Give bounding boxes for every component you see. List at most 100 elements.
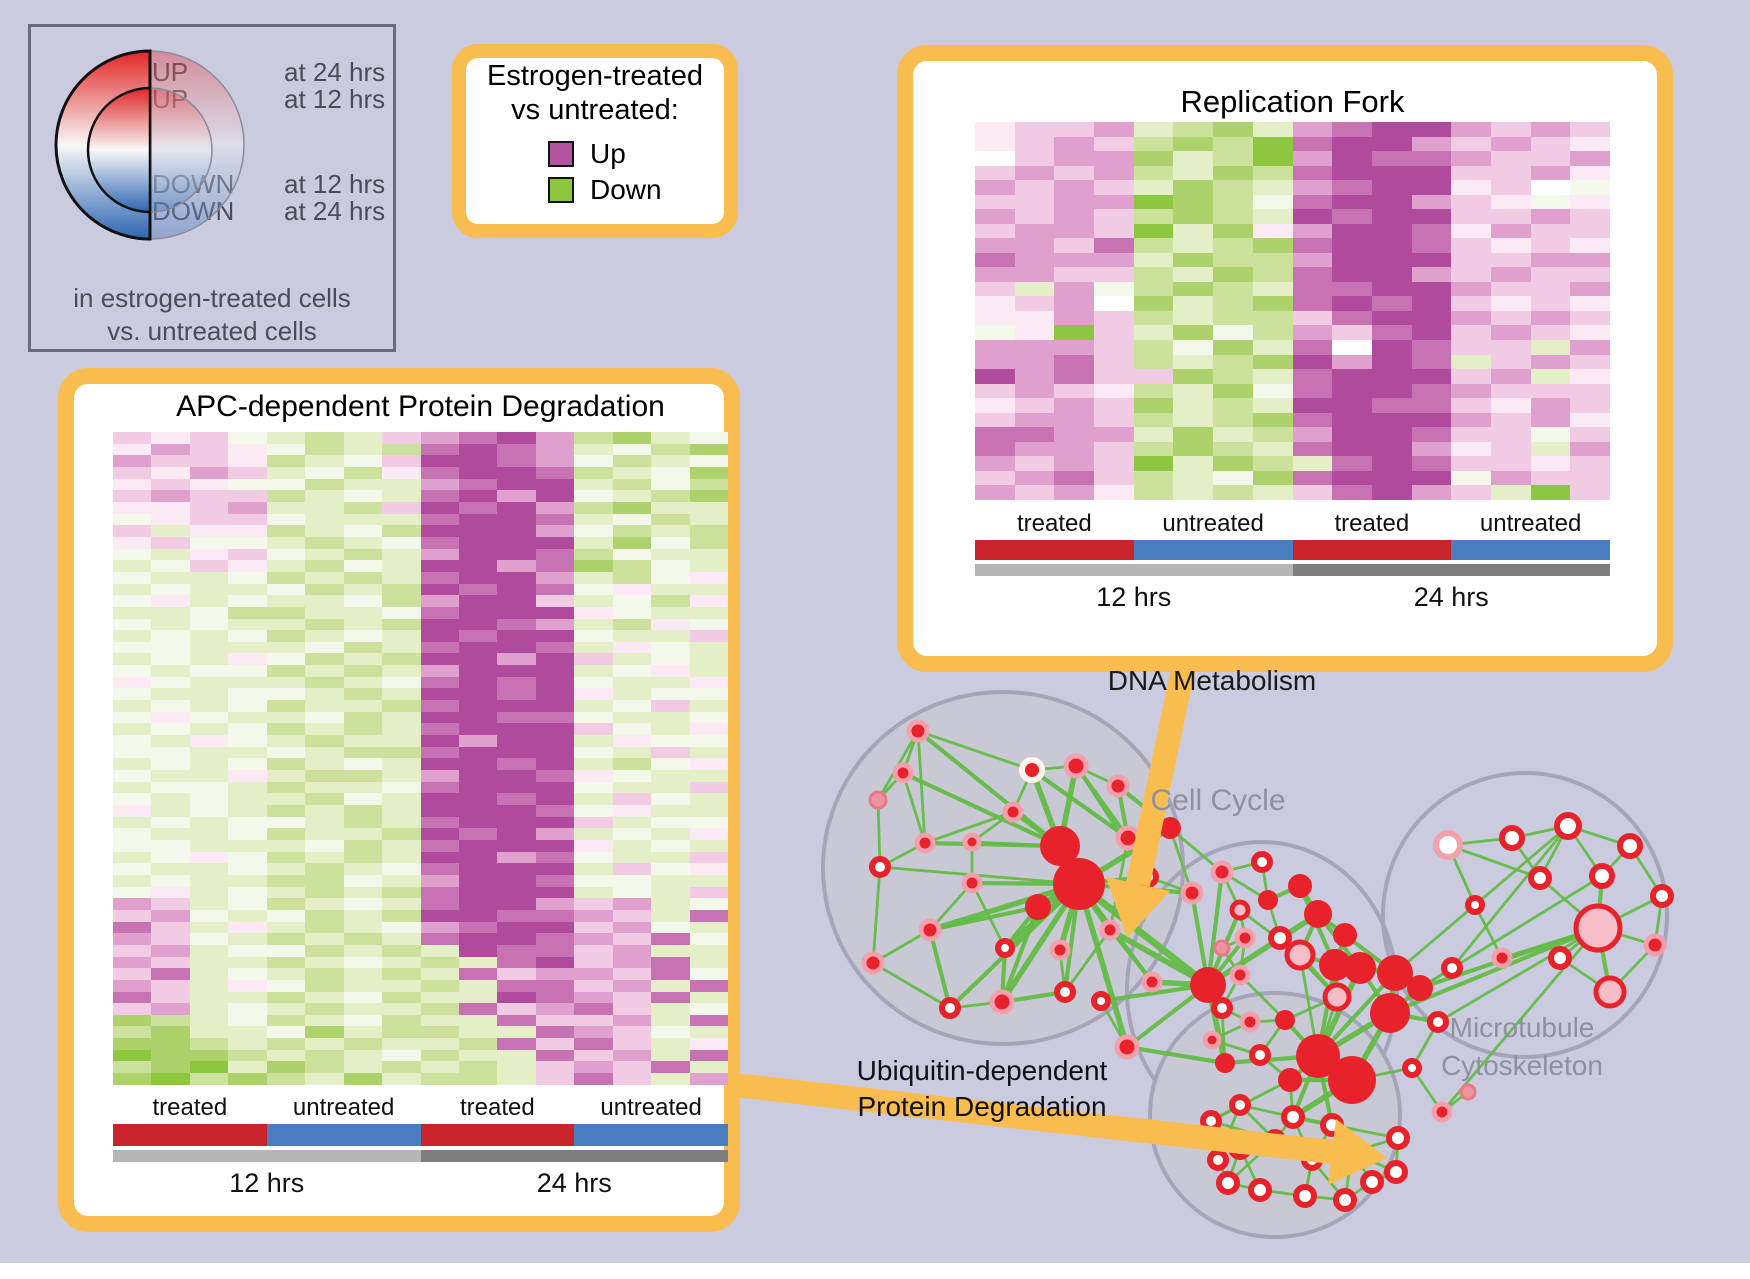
- heatmap-row: [975, 310, 1610, 326]
- heatmap-cell: [1292, 122, 1333, 137]
- heatmap-cell: [113, 758, 152, 771]
- heatmap-row: [113, 758, 728, 771]
- heatmap-cell: [535, 700, 575, 712]
- heatmap-cell: [497, 571, 536, 584]
- heatmap-cell: [1054, 194, 1095, 210]
- heatmap-cell: [458, 525, 498, 537]
- heatmap-cell: [1451, 296, 1491, 311]
- heatmap-row: [113, 1003, 728, 1015]
- heatmap-cell: [1213, 122, 1253, 137]
- time-label: 24 hrs: [1413, 582, 1489, 612]
- heatmap-cell: [1570, 238, 1610, 253]
- apc-group-labels: treated untreated treated untreated: [113, 1094, 728, 1122]
- up-color-swatch: [548, 141, 574, 167]
- heatmap-cell: [189, 863, 229, 875]
- heatmap-cell: [1213, 194, 1253, 210]
- heatmap-cell: [458, 490, 498, 502]
- heatmap-cell: [420, 1014, 459, 1027]
- heatmap-cell: [535, 933, 575, 945]
- heatmap-cell: [1252, 281, 1293, 297]
- heatmap-cell: [1054, 441, 1095, 457]
- heatmap-cell: [228, 839, 267, 852]
- heatmap-cell: [497, 525, 536, 537]
- heatmap-cell: [458, 478, 498, 491]
- heatmap-cell: [651, 1026, 690, 1039]
- heatmap-cell: [497, 770, 536, 782]
- heatmap-cell: [1332, 281, 1372, 297]
- heatmap-cell: [189, 630, 229, 642]
- heatmap-cell: [189, 735, 229, 747]
- heatmap-cell: [1570, 165, 1610, 181]
- heatmap-cell: [113, 571, 152, 584]
- heatmap-cell: [574, 1038, 613, 1050]
- heatmap-cell: [1213, 252, 1253, 268]
- updown-item-down: Down: [452, 174, 738, 206]
- heatmap-cell: [689, 863, 728, 875]
- heatmap-cell: [535, 746, 575, 759]
- heatmap-cell: [574, 513, 613, 526]
- heatmap-cell: [1570, 339, 1610, 355]
- heatmap-cell: [689, 781, 728, 794]
- heatmap-cell: [1213, 223, 1253, 239]
- heatmap-cell: [305, 828, 344, 840]
- heatmap-cell: [113, 711, 152, 724]
- heatmap-cell: [458, 735, 498, 747]
- heatmap-cell: [305, 944, 344, 957]
- heatmap-cell: [458, 746, 498, 759]
- heatmap-cell: [612, 991, 652, 1004]
- heatmap-cell: [612, 676, 652, 689]
- heatmap-cell: [612, 466, 652, 479]
- heatmap-cell: [1173, 310, 1214, 326]
- heatmap-cell: [689, 560, 728, 572]
- heatmap-cell: [651, 571, 690, 584]
- heatmap-cell: [1451, 194, 1491, 210]
- heatmap-cell: [1332, 223, 1372, 239]
- heatmap-cell: [343, 1038, 383, 1050]
- heatmap-cell: [189, 1003, 229, 1015]
- heatmap-cell: [535, 1026, 575, 1039]
- heatmap-row: [113, 991, 728, 1004]
- heatmap-cell: [1332, 441, 1372, 457]
- heatmap-cell: [535, 525, 575, 537]
- heatmap-cell: [535, 641, 575, 654]
- heatmap-cell: [1530, 339, 1571, 355]
- heatmap-row: [113, 863, 728, 875]
- heatmap-cell: [1371, 252, 1412, 268]
- heatmap-cell: [228, 641, 267, 654]
- heatmap-cell: [228, 816, 267, 829]
- heatmap-cell: [1173, 325, 1214, 340]
- heatmap-cell: [497, 968, 536, 980]
- heatmap-cell: [113, 746, 152, 759]
- heatmap-cell: [689, 676, 728, 689]
- heatmap-cell: [151, 618, 190, 631]
- heatmap-row: [113, 513, 728, 526]
- heatmap-cell: [651, 1073, 690, 1085]
- heatmap-cell: [1490, 238, 1531, 253]
- heatmap-cell: [151, 968, 190, 980]
- heatmap-cell: [574, 455, 613, 467]
- heatmap-cell: [1054, 165, 1095, 181]
- heatmap-cell: [1371, 354, 1412, 370]
- heatmap-cell: [420, 466, 459, 479]
- heatmap-row: [975, 281, 1610, 297]
- heatmap-cell: [1173, 209, 1214, 224]
- heatmap-cell: [189, 700, 229, 712]
- heatmap-cell: [343, 1003, 383, 1015]
- heatmap-cell: [651, 746, 690, 759]
- heatmap-cell: [228, 723, 267, 736]
- heatmap-row: [113, 979, 728, 992]
- heatmap-cell: [1252, 223, 1293, 239]
- heatmap-cell: [1133, 151, 1174, 166]
- heatmap-cell: [1490, 369, 1531, 384]
- heatmap-cell: [574, 816, 613, 829]
- heatmap-cell: [1570, 151, 1610, 166]
- heatmap-cell: [382, 1038, 421, 1050]
- treatment-bar-segment: [113, 1124, 267, 1146]
- heatmap-cell: [343, 1049, 383, 1062]
- heatmap-cell: [574, 886, 613, 899]
- heatmap-cell: [1292, 325, 1333, 340]
- heatmap-cell: [497, 606, 536, 619]
- heatmap-cell: [1570, 180, 1610, 195]
- heatmap-cell: [1213, 339, 1253, 355]
- heatmap-cell: [151, 443, 190, 456]
